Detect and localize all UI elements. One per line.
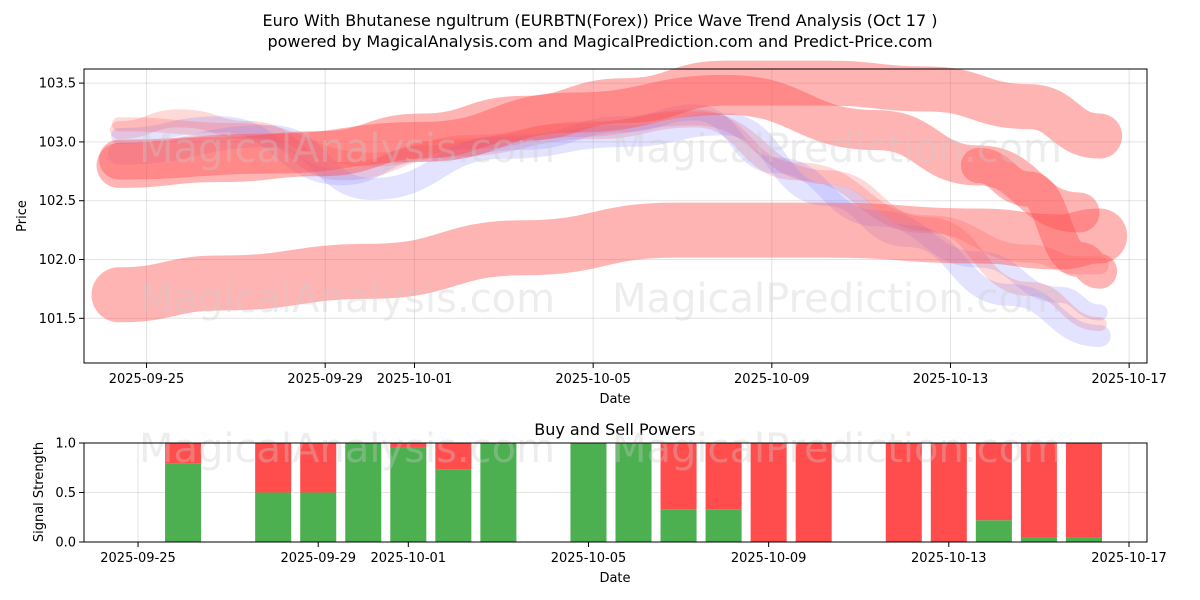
signal-x-axis-title: Date (599, 571, 630, 586)
signal-chart-title: Buy and Sell Powers (534, 420, 696, 439)
buy-bar (705, 509, 742, 542)
price-grid (84, 69, 1147, 363)
watermark-analysis-top: MagicalAnalysis.com (139, 126, 555, 172)
buy-bar (975, 520, 1012, 542)
buy-bar (1020, 537, 1057, 542)
buy-bar (660, 509, 697, 542)
signal-y-tick-label: 1.0 (55, 437, 76, 452)
sell-bar (885, 443, 922, 542)
price-y-tick-label: 103.0 (39, 135, 76, 150)
watermark-prediction-bottom: MagicalPrediction.com (612, 426, 1062, 472)
chart-subtitle: powered by MagicalAnalysis.com and Magic… (267, 32, 932, 51)
wave-band-3 (112, 111, 1107, 332)
signal-x-tick-label: 2025-10-09 (731, 551, 807, 566)
price-y-tick-label: 103.5 (39, 77, 76, 92)
price-x-tick-label: 2025-10-05 (555, 372, 631, 387)
signal-axis-ticks: 2025-09-25 2025-09-29 2025-10-01 2025-10-05… (55, 437, 1166, 567)
chart-title: Euro With Bhutanese ngultrum (EURBTN(For… (263, 11, 938, 30)
sell-bar (435, 443, 472, 470)
signal-y-axis-title: Signal Strength (32, 442, 47, 542)
sell-bar (750, 443, 787, 542)
sell-bar (1065, 443, 1102, 538)
signal-x-tick-label: 2025-09-25 (100, 551, 176, 566)
signal-x-tick-label: 2025-10-05 (551, 551, 627, 566)
price-x-tick-label: 2025-09-25 (109, 372, 185, 387)
sell-bar (1020, 443, 1057, 538)
price-y-tick-label: 102.5 (39, 194, 76, 209)
wave-band-4 (108, 113, 1111, 347)
price-bands (91, 60, 1128, 347)
price-plot-frame (83, 68, 1148, 364)
price-y-tick-label: 102.0 (39, 253, 76, 268)
wave-band-5 (96, 60, 1123, 188)
price-x-tick-label: 2025-10-13 (913, 372, 989, 387)
price-x-tick-label: 2025-09-29 (287, 372, 363, 387)
watermark-analysis-bottom: MagicalAnalysis.com (139, 426, 555, 472)
sell-bar (660, 443, 697, 510)
price-x-axis-title: Date (599, 392, 630, 407)
sell-bar (300, 443, 337, 493)
price-x-tick-label: 2025-10-09 (734, 372, 810, 387)
sell-bar (975, 443, 1012, 521)
watermark-analysis-mid: MagicalAnalysis.com (139, 276, 555, 322)
buy-bar (1065, 537, 1102, 542)
buy-bar (615, 443, 652, 542)
watermark-prediction-top: MagicalPrediction.com (612, 126, 1062, 172)
wave-band-7 (91, 202, 1128, 323)
wave-band-6 (99, 74, 1100, 233)
signal-y-tick-label: 0.0 (55, 536, 76, 551)
sell-bar (795, 443, 832, 542)
signal-x-tick-label: 2025-10-01 (371, 551, 447, 566)
signal-x-tick-label: 2025-10-17 (1091, 551, 1167, 566)
sell-bar (165, 443, 202, 464)
signal-x-tick-label: 2025-09-29 (280, 551, 356, 566)
price-y-axis-title: Price (15, 200, 30, 232)
watermark-prediction-mid: MagicalPrediction.com (612, 276, 1062, 322)
buy-bar (570, 443, 607, 542)
signal-bars (165, 443, 1102, 542)
buy-bar (390, 447, 427, 542)
price-y-tick-label: 101.5 (39, 312, 76, 327)
price-axis-ticks: 2025-09-25 2025-09-29 2025-10-01 2025-10-05… (39, 77, 1167, 387)
buy-bar (165, 463, 202, 542)
wave-band-8 (960, 147, 1118, 289)
buy-bar (300, 492, 337, 542)
sell-bar (390, 443, 427, 448)
sell-bar (255, 443, 292, 493)
sell-bar (930, 443, 967, 542)
sell-bar (705, 443, 742, 510)
price-x-tick-label: 2025-10-17 (1091, 372, 1167, 387)
wave-band-2 (111, 104, 1108, 321)
buy-bar (480, 443, 517, 542)
buy-bar (255, 492, 292, 542)
wave-band-1 (110, 109, 1109, 275)
signal-y-tick-label: 0.5 (55, 486, 76, 501)
buy-bar (435, 469, 472, 542)
signal-x-tick-label: 2025-10-13 (911, 551, 987, 566)
price-x-tick-label: 2025-10-01 (377, 372, 453, 387)
buy-bar (345, 443, 382, 542)
